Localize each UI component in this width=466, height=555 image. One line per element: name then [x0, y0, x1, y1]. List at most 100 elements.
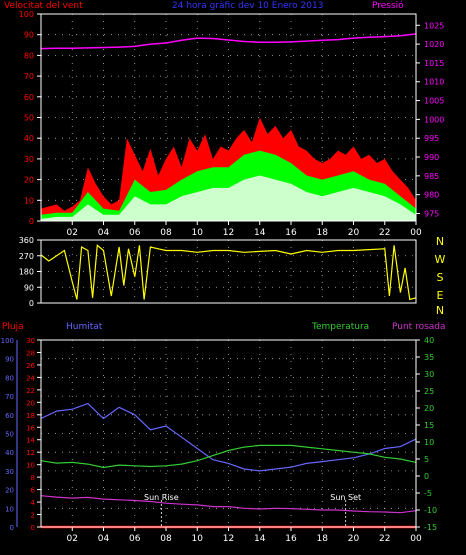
wind-xtick-label: 10 — [192, 228, 204, 238]
wind-ytick-label: 90 — [24, 31, 34, 40]
wind-xtick-label: 14 — [254, 228, 266, 238]
wind-direction-line — [40, 244, 417, 301]
temperature-line — [40, 444, 417, 469]
humidity-ytick-label: 90 — [5, 356, 14, 364]
wind-xtick-label: 06 — [129, 228, 141, 238]
climate-xtick-label: 16 — [285, 534, 297, 544]
climate-xtick-label: 08 — [160, 534, 172, 544]
climate-xtick-label: 18 — [317, 534, 329, 544]
rain-ytick-label: 16 — [26, 424, 35, 432]
rain-ytick-label: 26 — [26, 362, 35, 370]
wind-xtick-label: 12 — [223, 228, 234, 238]
climate-xtick-label: 14 — [254, 534, 266, 544]
direction-ytick-label: 0 — [29, 299, 34, 308]
climate-xtick-label: 04 — [98, 534, 110, 544]
wind-xtick-label: 16 — [285, 228, 297, 238]
dewpoint-label: Punt rosada — [392, 322, 446, 332]
humidity-label: Humitat — [66, 322, 103, 332]
climate-xtick-label: 02 — [67, 534, 78, 544]
pressure-ytick-label: 1015 — [424, 59, 444, 68]
climate-xtick-label: 06 — [129, 534, 141, 544]
wind-ytick-label: 70 — [24, 72, 34, 81]
direction-ytick-label: 90 — [24, 283, 34, 292]
pressure-ytick-label: 1000 — [424, 115, 444, 124]
temperature-ytick-label: 40 — [424, 336, 434, 345]
pressure-ytick-label: 980 — [424, 191, 439, 200]
pressure-ytick-label: 990 — [424, 153, 439, 162]
wind-ytick-label: 0 — [29, 217, 34, 226]
pressure-ytick-label: 1025 — [424, 21, 444, 30]
humidity-ytick-label: 10 — [5, 505, 14, 513]
rain-ytick-label: 0 — [31, 524, 35, 532]
rain-ytick-label: 30 — [26, 337, 35, 345]
rain-ytick-label: 18 — [26, 412, 35, 420]
rain-ytick-label: 28 — [26, 349, 35, 357]
pressure-label: Pressió — [372, 1, 404, 11]
rain-ytick-label: 4 — [31, 499, 36, 507]
pressure-ytick-label: 1005 — [424, 97, 444, 106]
temperature-ytick-label: 20 — [424, 404, 434, 413]
wind-ytick-label: 50 — [24, 114, 34, 123]
humidity-ytick-label: 50 — [5, 431, 14, 439]
wind-minimum-area — [41, 175, 416, 221]
climate-xtick-label: 12 — [223, 534, 234, 544]
graph-title: 24 hora gràfic dev 10 Enero 2013 — [172, 1, 324, 11]
rain-ytick-label: 8 — [31, 474, 35, 482]
direction-ytick-label: 360 — [19, 236, 34, 245]
temperature-ytick-label: 30 — [424, 370, 434, 379]
humidity-ytick-label: 40 — [5, 449, 14, 457]
rain-ytick-label: 12 — [26, 449, 35, 457]
climate-xtick-label: 20 — [348, 534, 360, 544]
climate-xtick-label: 10 — [192, 534, 204, 544]
sunset-label: Sun Set — [330, 493, 361, 502]
wind-ytick-label: 10 — [24, 196, 34, 205]
humidity-ytick-label: 20 — [5, 487, 14, 495]
compass-label: S — [437, 271, 444, 284]
pressure-ytick-label: 985 — [424, 172, 439, 181]
climate-xtick-label: 22 — [379, 534, 390, 544]
temperature-ytick-label: 5 — [424, 455, 429, 464]
rain-label: Pluja — [2, 322, 24, 332]
wind-ytick-label: 40 — [24, 134, 34, 143]
rain-ytick-label: 22 — [26, 387, 35, 395]
temperature-ytick-label: 0 — [424, 472, 429, 481]
pressure-ytick-label: 1010 — [424, 78, 444, 87]
temperature-ytick-label: -5 — [424, 489, 432, 498]
wind-xtick-label: 20 — [348, 228, 360, 238]
dewpoint-line — [40, 495, 417, 514]
temperature-ytick-label: 35 — [424, 353, 434, 362]
wind-ytick-label: 100 — [19, 10, 34, 19]
humidity-ytick-label: 60 — [5, 412, 14, 420]
compass-label: W — [435, 253, 446, 266]
rain-ytick-label: 6 — [31, 487, 36, 495]
rain-ytick-label: 20 — [26, 399, 35, 407]
temperature-label: Temperatura — [312, 322, 370, 332]
wind-ytick-label: 80 — [24, 51, 34, 60]
compass-label: N — [436, 235, 444, 248]
humidity-ytick-label: 70 — [5, 393, 14, 401]
rain-ytick-label: 10 — [26, 462, 35, 470]
wind-xtick-label: 02 — [67, 228, 78, 238]
wind-xtick-label: 18 — [317, 228, 329, 238]
humidity-ytick-label: 30 — [5, 468, 14, 476]
temperature-ytick-label: 10 — [424, 438, 434, 447]
humidity-ytick-label: 80 — [5, 374, 14, 382]
wind-xtick-label: 04 — [98, 228, 110, 238]
wind-ytick-label: 60 — [24, 93, 34, 102]
compass-label: N — [436, 304, 444, 317]
wind-xtick-label: 00 — [410, 228, 422, 238]
direction-ytick-label: 270 — [19, 252, 34, 261]
climate-xtick-label: 00 — [410, 534, 422, 544]
temperature-ytick-label: 25 — [424, 387, 434, 396]
pressure-ytick-label: 1020 — [424, 40, 444, 49]
wind-ytick-label: 30 — [24, 155, 34, 164]
wind-xtick-label: 22 — [379, 228, 390, 238]
rain-ytick-label: 14 — [26, 437, 35, 445]
temperature-ytick-label: -10 — [424, 506, 437, 515]
humidity-ytick-label: 0 — [10, 524, 14, 532]
direction-ytick-label: 180 — [19, 268, 34, 277]
wind-ytick-label: 20 — [24, 176, 34, 185]
wind-speed-label: Velocitat del vent — [4, 1, 83, 11]
